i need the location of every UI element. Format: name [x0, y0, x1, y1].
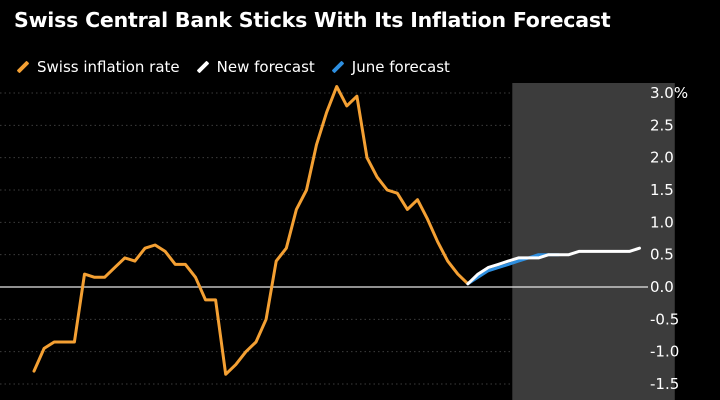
y-tick-layer: 3.0% 2.5 2.0 1.5 1.0 0.5 0.0 -0.5 -1.0 -1.5	[650, 84, 688, 393]
legend-label-new-forecast: New forecast	[216, 58, 315, 76]
y-tick-label: 1.5	[650, 181, 674, 199]
legend: Swiss inflation rate New forecast June f…	[16, 58, 466, 76]
series-line-swiss-inflation-rate	[32, 85, 470, 376]
legend-item-june-forecast: June forecast	[331, 58, 450, 76]
y-tick-label: -1.5	[650, 375, 679, 393]
y-tick-label: 1.0	[650, 213, 674, 231]
forecast-region-layer	[512, 83, 675, 400]
y-tick-label: 3.0%	[650, 84, 688, 102]
y-tick-label: -0.5	[650, 310, 679, 328]
legend-item-new-forecast: New forecast	[196, 58, 315, 76]
forecast-shaded-region	[512, 83, 675, 400]
y-tick-label: -1.0	[650, 343, 679, 361]
chart-title: Swiss Central Bank Sticks With Its Infla…	[14, 8, 611, 32]
series-layer	[32, 85, 641, 376]
series-line-new-forecast	[466, 246, 641, 286]
series-line-june-forecast	[466, 253, 561, 286]
legend-label-swiss-inflation: Swiss inflation rate	[37, 58, 180, 76]
y-tick-label: 0.0	[650, 278, 674, 296]
y-tick-label: 2.5	[650, 116, 674, 134]
legend-item-swiss-inflation: Swiss inflation rate	[16, 58, 180, 76]
y-tick-label: 2.0	[650, 149, 674, 167]
legend-label-june-forecast: June forecast	[351, 58, 450, 76]
y-tick-label: 0.5	[650, 246, 674, 264]
